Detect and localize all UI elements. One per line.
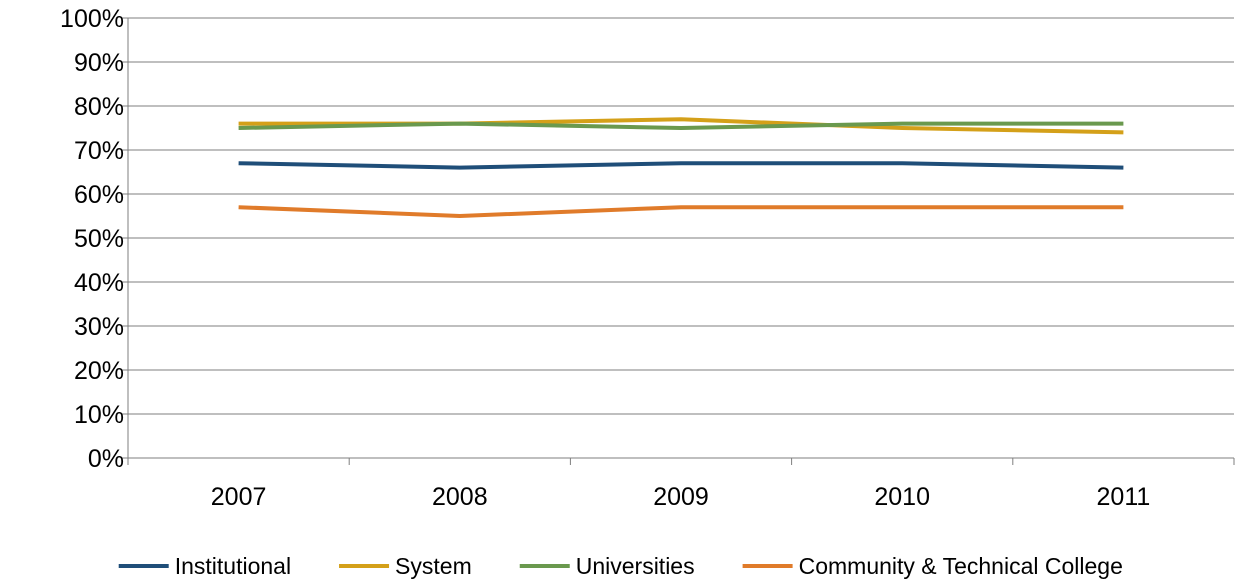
legend-label: Institutional (175, 553, 291, 579)
y-tick-label: 40% (74, 269, 124, 297)
legend-label: Community & Technical College (799, 553, 1123, 579)
series-line (238, 205, 1124, 218)
legend: Institutional System Universities Community… (118, 553, 1123, 579)
legend-label: System (395, 553, 472, 579)
x-tick-label: 2007 (211, 483, 267, 511)
series-line (238, 161, 1124, 170)
y-tick-label: 20% (74, 357, 124, 385)
x-tick-label: 2011 (1097, 483, 1151, 511)
y-axis-tick-labels: 0% 10% 20% 30% 40% 50% 60% 70% 80% 90% 100% (60, 5, 124, 473)
y-tick-label: 0% (88, 445, 124, 473)
y-tick-label: 30% (74, 313, 124, 341)
y-tick-label: 100% (60, 5, 124, 33)
axes (121, 17, 1235, 465)
x-tick-label: 2009 (653, 483, 709, 511)
x-axis-tick-labels: 2007 2008 2009 2010 2011 (211, 483, 1150, 511)
gridlines (128, 17, 1234, 415)
y-tick-label: 80% (74, 93, 124, 121)
y-tick-label: 70% (74, 137, 124, 165)
legend-label: Universities (576, 553, 695, 579)
y-tick-label: 90% (74, 49, 124, 77)
series-line (238, 121, 1124, 130)
x-tick-label: 2010 (874, 483, 930, 511)
y-tick-label: 10% (74, 401, 124, 429)
x-tick-label: 2008 (432, 483, 488, 511)
y-tick-label: 50% (74, 225, 124, 253)
y-tick-label: 60% (74, 181, 124, 209)
series-lines (238, 117, 1124, 218)
